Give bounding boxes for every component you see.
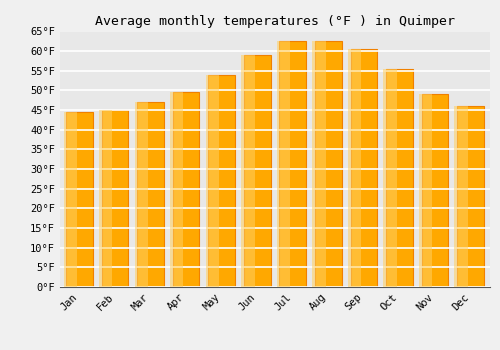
Bar: [312, 41, 326, 287]
Bar: [348, 49, 361, 287]
Bar: [244, 55, 270, 287]
Bar: [384, 69, 396, 287]
Bar: [419, 94, 432, 287]
Bar: [208, 75, 235, 287]
Bar: [134, 102, 148, 287]
Bar: [138, 102, 164, 287]
Bar: [350, 49, 377, 287]
Title: Average monthly temperatures (°F ) in Quimper: Average monthly temperatures (°F ) in Qu…: [95, 15, 455, 28]
Bar: [277, 41, 290, 287]
Bar: [422, 94, 448, 287]
Bar: [454, 106, 468, 287]
Bar: [280, 41, 306, 287]
Bar: [386, 69, 412, 287]
Bar: [315, 41, 342, 287]
Bar: [64, 112, 77, 287]
Bar: [99, 110, 112, 287]
Bar: [206, 75, 219, 287]
Bar: [170, 92, 183, 287]
Bar: [66, 112, 93, 287]
Bar: [457, 106, 484, 287]
Bar: [173, 92, 200, 287]
Bar: [102, 110, 128, 287]
Bar: [241, 55, 254, 287]
